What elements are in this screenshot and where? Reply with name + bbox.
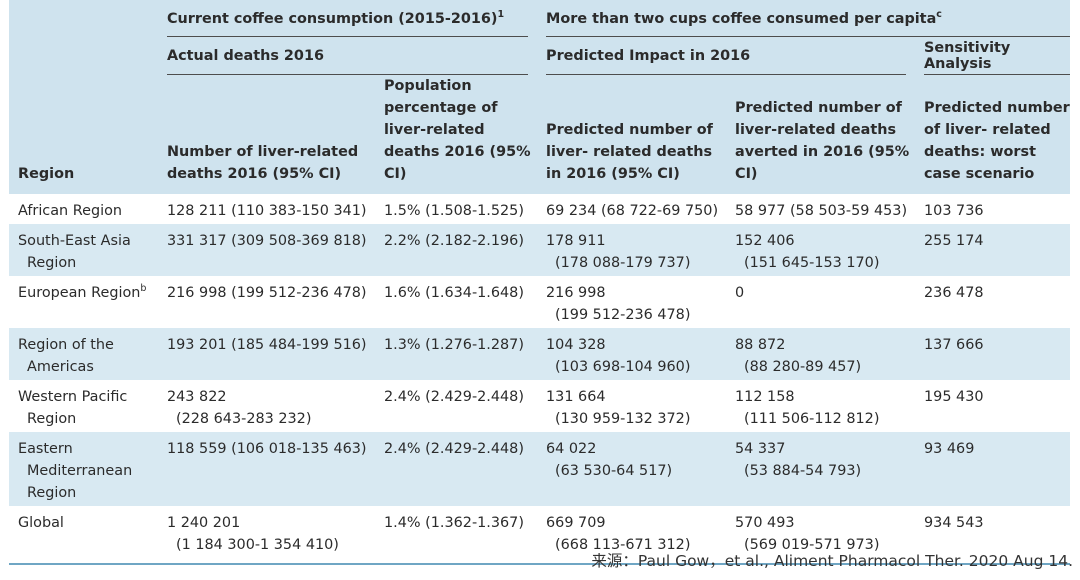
header-worst-case: Predicted number of liver- related death…	[924, 100, 1070, 182]
table-body: African Region 128 211 (110 383-150 341)…	[9, 194, 1071, 565]
cell-averted: 58 977 (58 503-59 453)	[735, 203, 908, 219]
cell-region: Eastern Mediterranean Region	[18, 441, 133, 501]
cell-averted: 54 337 (53 884-54 793)	[735, 441, 862, 479]
header-group-more-than-two-cups: More than two cups coffee consumed per c…	[537, 0, 1071, 37]
cell-worst: 103 736	[924, 203, 984, 219]
header-blank-2	[9, 37, 158, 75]
table-header: Current coffee consumption (2015-2016)1 …	[9, 0, 1071, 194]
cell-number: 118 559 (106 018-135 463)	[167, 441, 367, 457]
cell-number: 216 998 (199 512-236 478)	[167, 285, 367, 301]
cell-predicted: 178 911 (178 088-179 737)	[546, 233, 691, 271]
cell-averted: 88 872 (88 280-89 457)	[735, 337, 862, 375]
cell-population: 1.5% (1.508-1.525)	[384, 203, 524, 219]
header-region: Region	[18, 166, 75, 182]
table-row-region-of-the-americas: Region of the Americas 193 201 (185 484-1…	[9, 328, 1071, 380]
cell-averted: 570 493 (569 019-571 973)	[726, 506, 916, 565]
header-sensitivity-analysis: Sensitivity Analysis	[915, 37, 1071, 75]
cell-number: 331 317 (309 508-369 818)	[167, 233, 367, 249]
cell-predicted: 69 234 (68 722-69 750)	[546, 203, 719, 219]
cell-worst: 195 430	[924, 389, 984, 405]
cell-population: 2.4% (2.429-2.448)	[384, 441, 524, 457]
header-group-current: Current coffee consumption (2015-2016)1	[158, 0, 537, 37]
cell-predicted: 216 998 (199 512-236 478)	[546, 285, 691, 323]
cell-number: 193 201 (185 484-199 516)	[167, 337, 367, 353]
cell-region: Global	[9, 506, 158, 565]
cell-worst: 934 543	[915, 506, 1071, 565]
cell-region: Western Pacific Region	[18, 389, 128, 427]
liver-deaths-table: Current coffee consumption (2015-2016)1 …	[9, 0, 1071, 565]
table-row-eastern-mediterranean: Eastern Mediterranean Region 118 559 (106 …	[9, 432, 1071, 506]
header-predicted-impact: Predicted Impact in 2016	[537, 37, 915, 75]
cell-number: 243 822 (228 643-283 232)	[167, 389, 312, 427]
cell-predicted: 104 328 (103 698-104 960)	[546, 337, 691, 375]
cell-worst: 137 666	[924, 337, 984, 353]
cell-predicted: 131 664 (130 959-132 372)	[546, 389, 691, 427]
header-blank	[9, 0, 158, 37]
header-actual-deaths: Actual deaths 2016	[158, 37, 537, 75]
cell-population: 2.4% (2.429-2.448)	[384, 389, 524, 405]
cell-population: 2.2% (2.182-2.196)	[384, 233, 524, 249]
header-population-percentage: Population percentage of liver-related d…	[384, 78, 531, 182]
cell-predicted: 64 022 (63 530-64 517)	[546, 441, 673, 479]
table-row-south-east-asia: South-East Asia Region 331 317 (309 508-3…	[9, 224, 1071, 276]
cell-population: 1.4% (1.362-1.367)	[375, 506, 538, 565]
cell-worst: 236 478	[924, 285, 984, 301]
table-row-global: Global 1 240 201 (1 184 300-1 354 410) 1.…	[9, 506, 1071, 565]
table-row-african-region: African Region 128 211 (110 383-150 341)…	[9, 194, 1071, 224]
cell-region: European Regionb	[18, 283, 147, 301]
header-number-deaths: Number of liver-related deaths 2016 (95%…	[167, 144, 359, 182]
header-predicted-deaths: Predicted number of liver- related death…	[546, 122, 713, 182]
header-deaths-averted: Predicted number of liver-related deaths…	[735, 100, 910, 182]
table-row-european-region: European Regionb 216 998 (199 512-236 47…	[9, 276, 1071, 328]
cell-population: 1.6% (1.634-1.648)	[384, 285, 524, 301]
cell-worst: 93 469	[924, 441, 975, 457]
cell-averted: 112 158 (111 506-112 812)	[735, 389, 880, 427]
cell-number: 128 211 (110 383-150 341)	[167, 203, 367, 219]
cell-averted: 152 406 (151 645-153 170)	[735, 233, 880, 271]
table-row-western-pacific: Western Pacific Region 243 822 (228 643-28…	[9, 380, 1071, 432]
cell-region: African Region	[18, 203, 123, 219]
cell-number: 1 240 201 (1 184 300-1 354 410)	[158, 506, 375, 565]
data-table-container: Current coffee consumption (2015-2016)1 …	[9, 0, 1071, 565]
cell-region: Region of the Americas	[18, 337, 114, 375]
cell-worst: 255 174	[924, 233, 984, 249]
source-citation: 来源：Paul Gow，et al., Aliment Pharmacol Th…	[591, 552, 1073, 570]
cell-averted: 0	[735, 285, 745, 301]
cell-population: 1.3% (1.276-1.287)	[384, 337, 524, 353]
cell-predicted: 669 709 (668 113-671 312)	[537, 506, 727, 565]
cell-region: South-East Asia Region	[18, 233, 131, 271]
